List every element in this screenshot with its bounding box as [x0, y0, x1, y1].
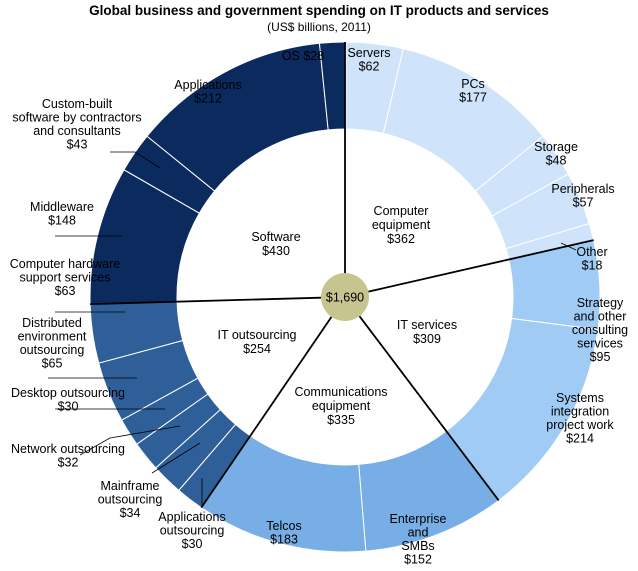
outer-label-custom-built-software-by-contractors-and-consultants: Custom-built software by contractors and c…: [12, 97, 141, 152]
inner-ring: $1,690: [90, 42, 594, 509]
outer-label-peripherals: Peripherals $57: [551, 182, 614, 210]
outer-label-other: Other $18: [576, 245, 607, 273]
outer-label-systems-integration-project-work: Systems integration project work $214: [546, 391, 614, 446]
chart-title: Global business and government spending …: [89, 3, 549, 18]
outer-ring: [89, 41, 601, 553]
outer-label-os: OS $28: [282, 49, 324, 63]
group-divider-software: [90, 296, 322, 306]
slice-labels: Computer equipment $362 IT services $309 Comm…: [10, 46, 628, 567]
leader-other: [560, 242, 577, 251]
total-circle: [321, 273, 369, 321]
outer-label-telcos: Telcos $183: [266, 519, 301, 547]
outer-label-middleware: Middleware $148: [30, 200, 94, 228]
outer-label-network-outsourcing: Network outsourcing $32: [11, 442, 125, 470]
group-divider-it-services: [368, 239, 594, 293]
leader-custom-built-software-by-contractors-and-consultants: [110, 151, 161, 169]
outer-label-pcs: PCs $177: [459, 77, 487, 105]
group-divider-it-outsourcing: [200, 316, 333, 509]
group-divider-communications-equipment: [358, 315, 500, 502]
outer-label-servers: Servers $62: [347, 46, 390, 74]
leader-mainframe-outsourcing: [151, 442, 201, 474]
outer-label-distributed-environment-outsourcing: Distributed environment outsourcing $65: [18, 316, 87, 371]
outer-label-computer-hardware-support-services: Computer hardware support services $63: [10, 257, 121, 298]
chart-subtitle: (US$ billions, 2011): [267, 20, 371, 34]
outer-label-enterprise-and-smbs: Enterprise and SMBs $152: [390, 512, 447, 567]
inner-label-computer-equipment: Computer equipment $362: [372, 204, 431, 246]
total-label: $1,690: [326, 291, 364, 305]
outer-label-desktop-outsourcing: Desktop outsourcing $30: [11, 386, 125, 414]
outer-label-storage: Storage $48: [534, 140, 578, 168]
leader-network-outsourcing: [79, 425, 181, 456]
leader-lines: [48, 151, 577, 505]
inner-label-communications-equipment: Communications equipment $335: [294, 385, 387, 427]
inner-label-it-services: IT services $309: [397, 318, 457, 346]
outer-label-strategy-and-other-consulting-services: Strategy and other consulting services $95: [572, 296, 628, 364]
outer-label-applications-outsourcing: Applications outsourcing $30: [158, 510, 225, 551]
outer-label-applications: Applications $212: [174, 78, 241, 106]
inner-label-it-outsourcing: IT outsourcing $254: [218, 328, 297, 356]
outer-label-mainframe-outsourcing: Mainframe outsourcing $34: [98, 479, 163, 520]
inner-label-software: Software $430: [251, 230, 300, 258]
